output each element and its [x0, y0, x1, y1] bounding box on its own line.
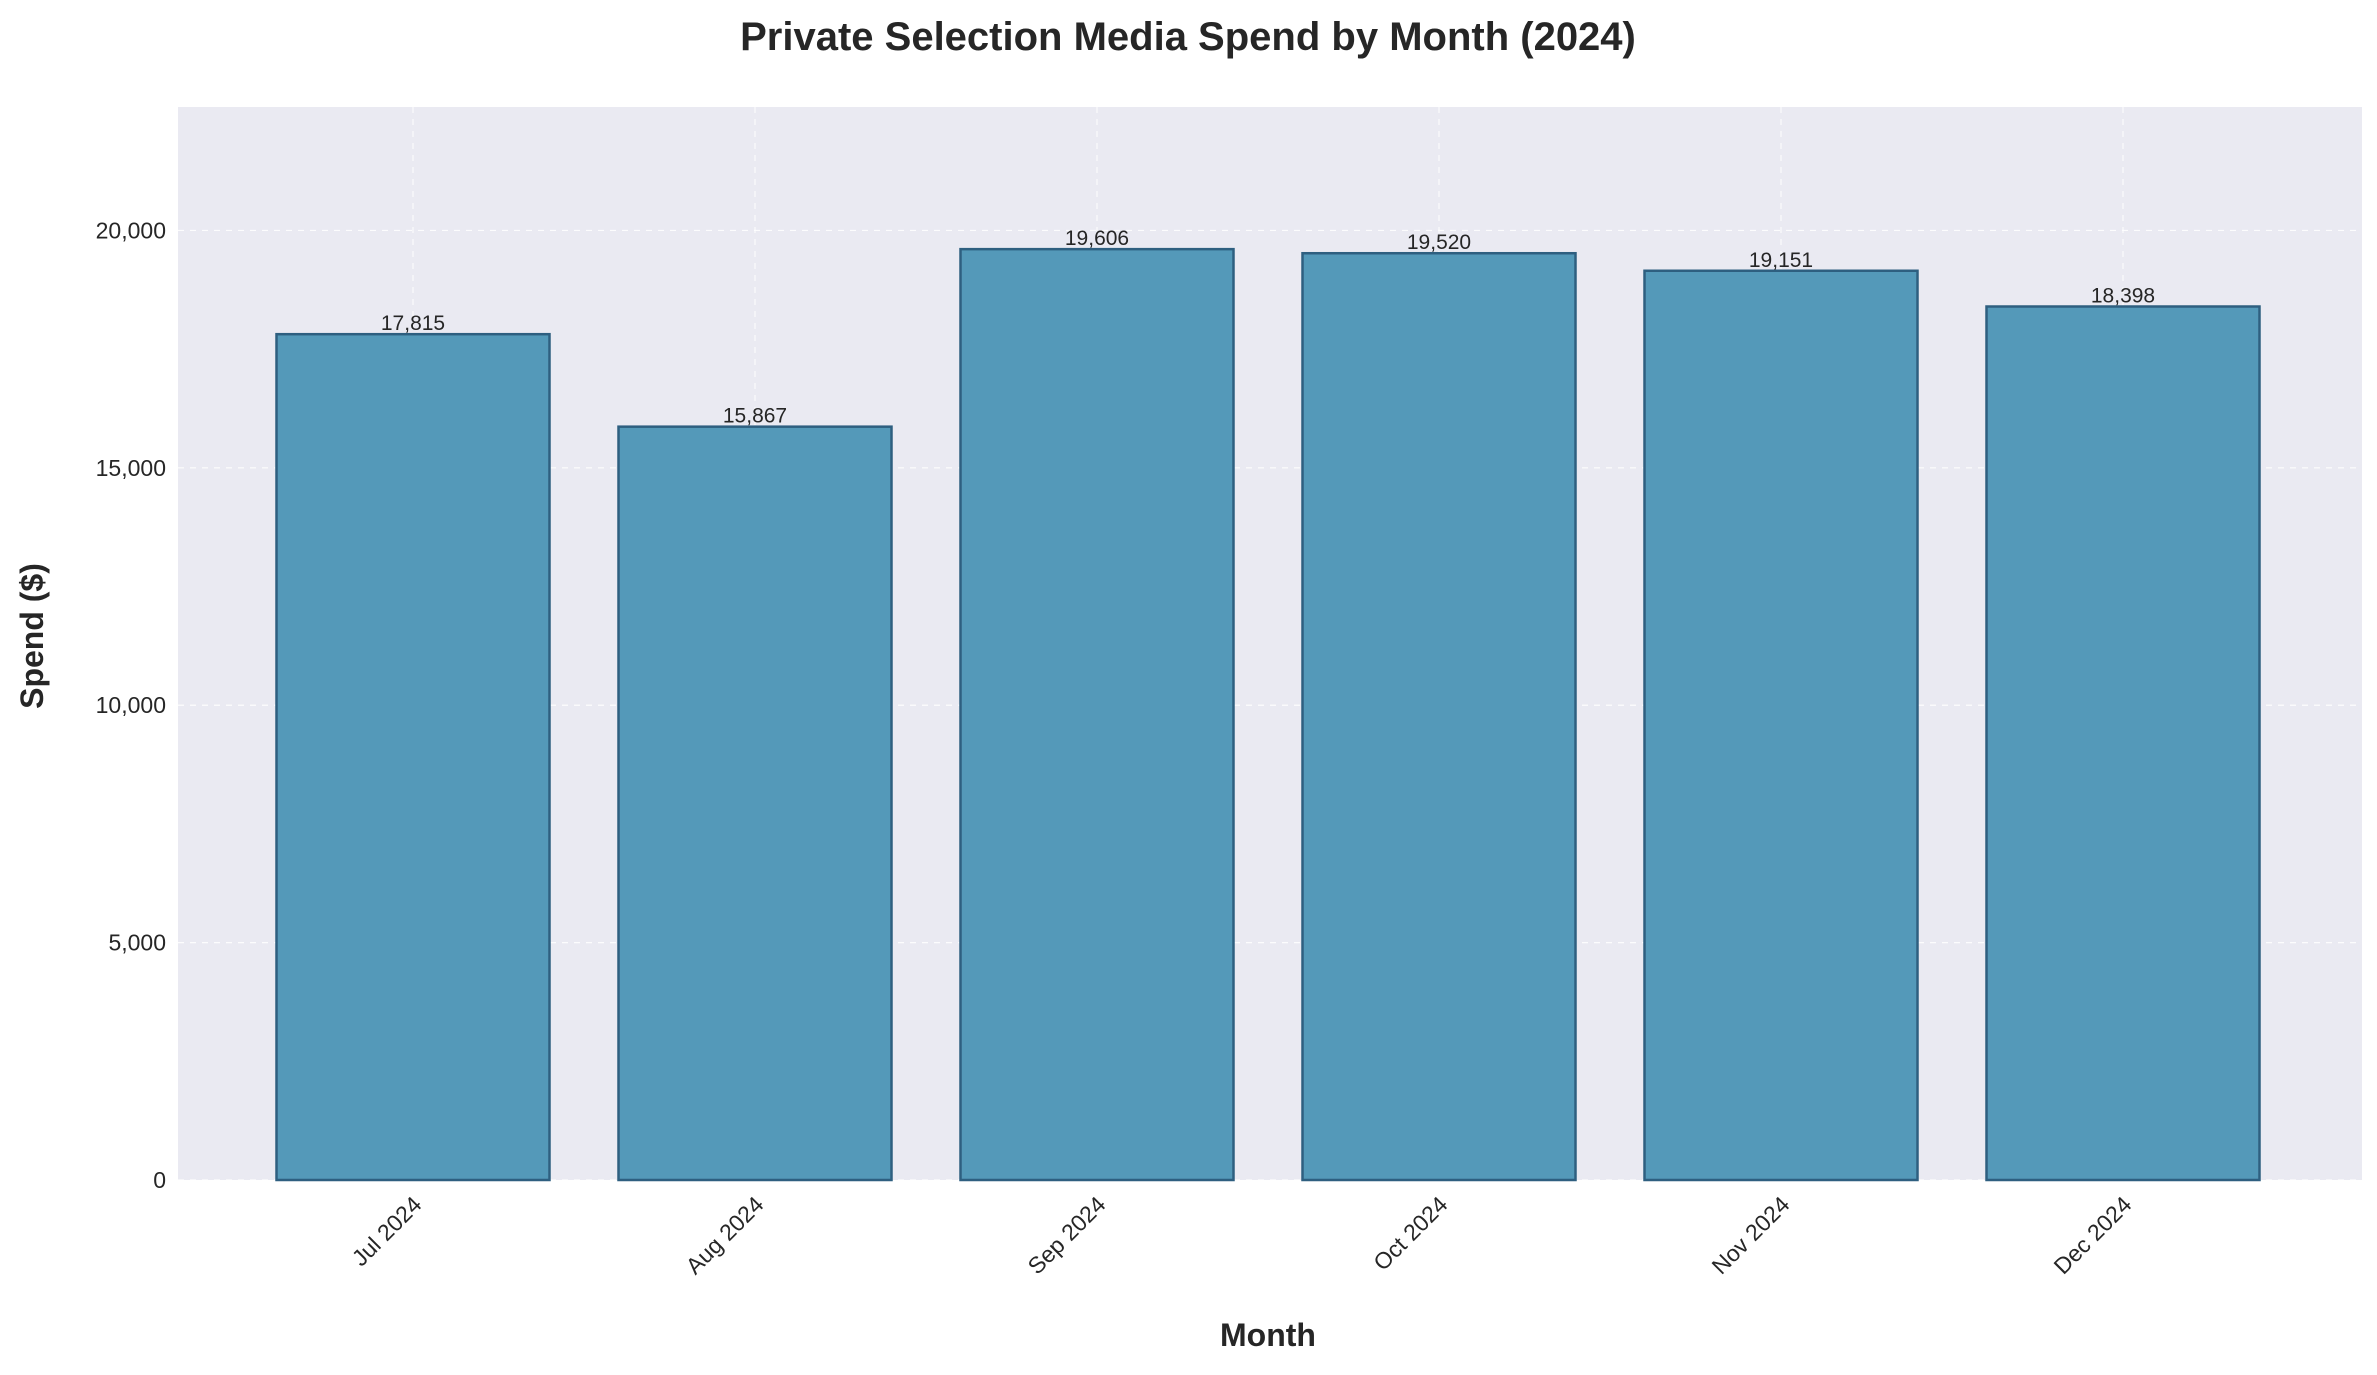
y-tick-label: 15,000 [96, 455, 166, 481]
y-tick-label: 5,000 [108, 930, 166, 956]
y-axis-label: Spend ($) [14, 563, 50, 709]
y-tick-label: 0 [153, 1167, 166, 1193]
bar-oct-2024 [1301, 251, 1577, 1182]
bar-dec-2024 [1985, 305, 2261, 1182]
y-tick-label: 10,000 [96, 692, 166, 718]
bar-value-label: 19,151 [1749, 249, 1813, 272]
chart-title: Private Selection Media Spend by Month (… [740, 15, 1636, 59]
y-axis-ticks: 0 5,000 10,000 15,000 20,000 [96, 217, 166, 1193]
x-axis-label: Month [1220, 1317, 1316, 1353]
bar-value-label: 19,520 [1407, 231, 1471, 254]
value-labels: 17,815 15,867 19,606 19,520 19,151 18,398 [381, 227, 2155, 428]
y-tick-label: 20,000 [96, 217, 166, 243]
bars [275, 247, 2261, 1182]
x-tick-label: Nov 2024 [1707, 1191, 1795, 1279]
bar-aug-2024 [617, 425, 893, 1182]
bar-sep-2024 [959, 247, 1235, 1182]
x-tick-label: Sep 2024 [1023, 1191, 1111, 1279]
x-tick-label: Jul 2024 [347, 1191, 427, 1271]
bar-nov-2024 [1643, 269, 1919, 1182]
x-tick-label: Aug 2024 [681, 1191, 769, 1279]
x-axis-ticks: Jul 2024 Aug 2024 Sep 2024 Oct 2024 Nov 2024… [347, 1191, 2137, 1279]
bar-jul-2024 [275, 332, 551, 1182]
x-tick-label: Dec 2024 [2049, 1191, 2137, 1279]
bar-value-label: 15,867 [723, 405, 787, 428]
bar-value-label: 19,606 [1065, 227, 1129, 250]
bar-value-label: 17,815 [381, 312, 445, 335]
x-tick-label: Oct 2024 [1368, 1191, 1453, 1276]
bar-value-label: 18,398 [2091, 285, 2155, 308]
